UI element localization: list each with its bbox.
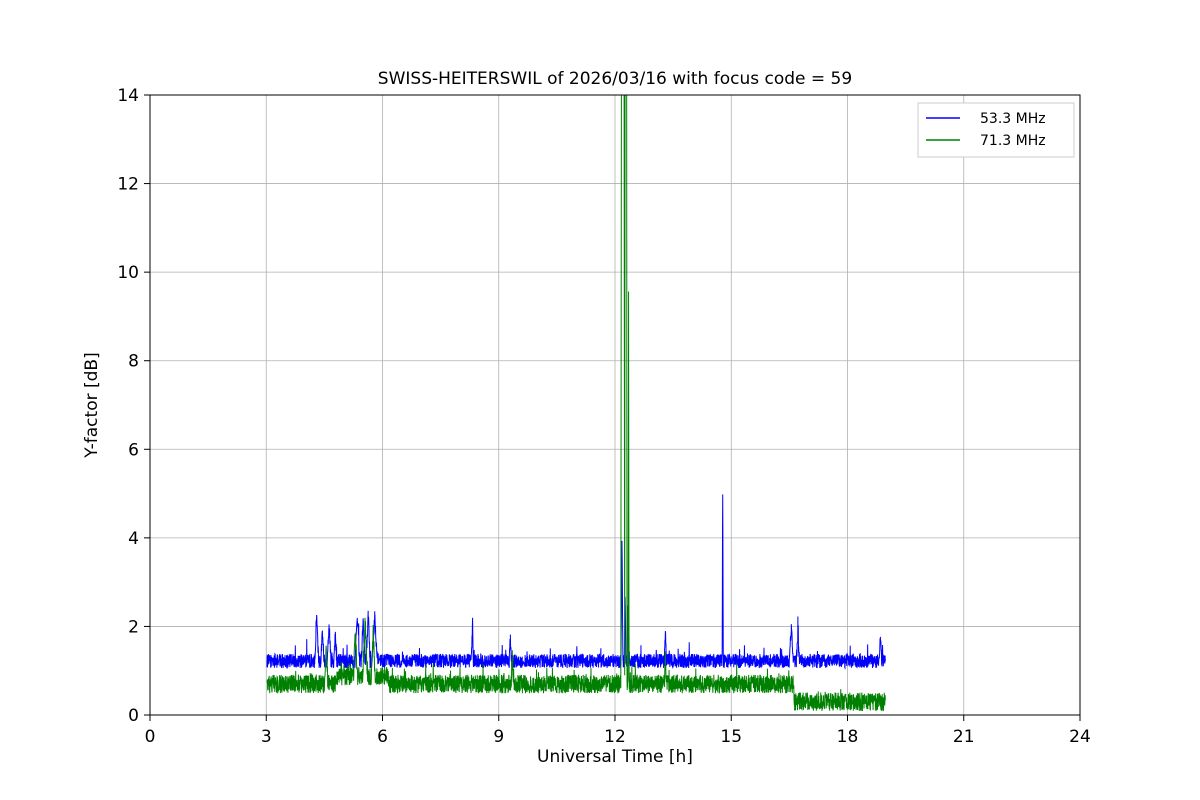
x-tick-label: 12 bbox=[604, 727, 626, 747]
y-tick-label: 6 bbox=[128, 440, 139, 460]
legend-label-series-1: 71.3 MHz bbox=[980, 133, 1046, 149]
y-tick-label: 12 bbox=[117, 175, 139, 195]
y-tick-label: 2 bbox=[128, 617, 139, 637]
x-tick-label: 3 bbox=[261, 727, 272, 747]
y-tick-label: 4 bbox=[128, 529, 139, 549]
x-tick-label: 15 bbox=[720, 727, 742, 747]
y-tick-label: 14 bbox=[117, 86, 139, 106]
x-tick-label: 9 bbox=[493, 727, 504, 747]
series-path-71-3-mhz bbox=[266, 95, 886, 712]
chart-title: SWISS-HEITERSWIL of 2026/03/16 with focu… bbox=[378, 69, 852, 89]
x-axis-label: Universal Time [h] bbox=[537, 747, 693, 767]
x-tick-label: 21 bbox=[953, 727, 975, 747]
x-tick-label: 6 bbox=[377, 727, 388, 747]
series-path-53-3-mhz bbox=[266, 494, 886, 670]
y-tick-label: 0 bbox=[128, 706, 139, 726]
x-tick-label: 24 bbox=[1069, 727, 1091, 747]
legend: 53.3 MHz 71.3 MHz bbox=[917, 102, 1075, 158]
x-tick-label: 18 bbox=[837, 727, 859, 747]
y-tick-label: 8 bbox=[128, 352, 139, 372]
x-tick-label: 0 bbox=[145, 727, 156, 747]
series bbox=[266, 95, 886, 712]
y-tick-label: 10 bbox=[117, 263, 139, 283]
legend-box bbox=[917, 102, 1075, 158]
legend-label-series-0: 53.3 MHz bbox=[980, 111, 1046, 127]
y-axis-label: Y-factor [dB] bbox=[82, 352, 102, 458]
